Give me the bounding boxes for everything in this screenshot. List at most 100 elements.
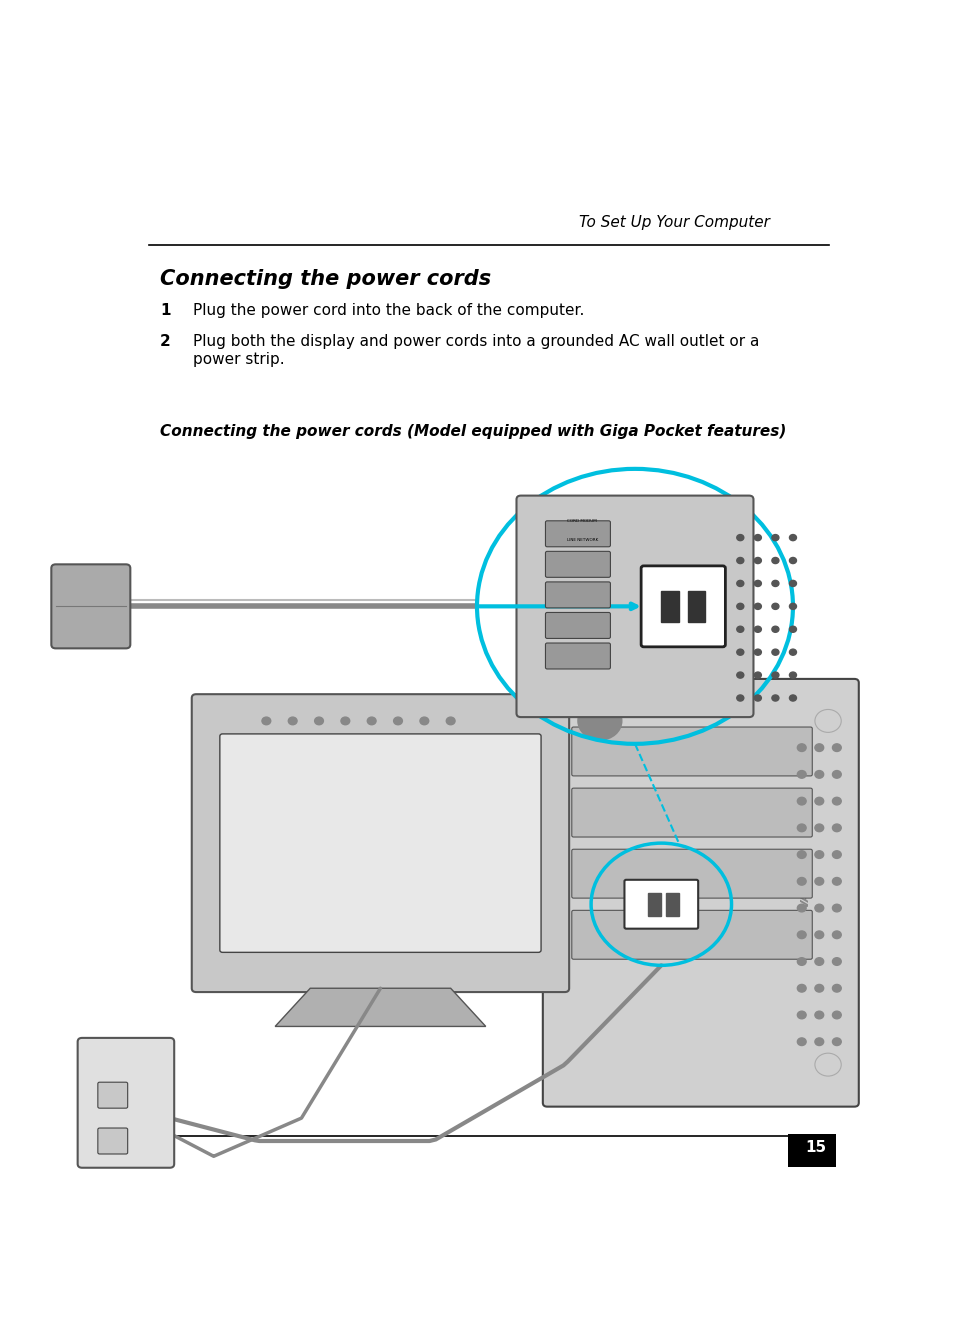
Circle shape	[814, 878, 822, 886]
Circle shape	[754, 673, 760, 678]
Bar	[660, 591, 679, 622]
FancyBboxPatch shape	[542, 679, 858, 1107]
FancyBboxPatch shape	[787, 1134, 836, 1167]
FancyBboxPatch shape	[98, 1128, 128, 1154]
Circle shape	[446, 717, 455, 725]
FancyBboxPatch shape	[545, 582, 610, 608]
Circle shape	[771, 580, 778, 587]
Circle shape	[814, 744, 822, 752]
Circle shape	[797, 770, 805, 779]
Circle shape	[789, 695, 796, 701]
FancyBboxPatch shape	[545, 612, 610, 638]
FancyBboxPatch shape	[545, 643, 610, 669]
Circle shape	[771, 603, 778, 610]
Text: Connecting the power cords (Model equipped with Giga Pocket features): Connecting the power cords (Model equipp…	[160, 423, 785, 440]
Circle shape	[578, 702, 621, 740]
Circle shape	[754, 626, 760, 632]
FancyBboxPatch shape	[545, 551, 610, 578]
Circle shape	[832, 744, 841, 752]
FancyBboxPatch shape	[219, 734, 540, 953]
Circle shape	[754, 649, 760, 655]
Circle shape	[832, 797, 841, 805]
Circle shape	[797, 905, 805, 913]
Circle shape	[736, 535, 743, 540]
Circle shape	[789, 535, 796, 540]
Circle shape	[814, 851, 822, 859]
Text: CORD MODUM: CORD MODUM	[567, 520, 597, 524]
Circle shape	[367, 717, 375, 725]
FancyBboxPatch shape	[571, 728, 811, 776]
Circle shape	[736, 626, 743, 632]
Circle shape	[832, 931, 841, 938]
Text: Connecting the power cords: Connecting the power cords	[160, 269, 491, 289]
Text: Plug both the display and power cords into a grounded AC wall outlet or a
power : Plug both the display and power cords in…	[193, 334, 759, 367]
Circle shape	[797, 985, 805, 992]
Circle shape	[832, 1012, 841, 1018]
Circle shape	[736, 673, 743, 678]
Circle shape	[797, 797, 805, 805]
Circle shape	[814, 797, 822, 805]
Circle shape	[797, 851, 805, 859]
Circle shape	[797, 958, 805, 965]
Circle shape	[288, 717, 296, 725]
Circle shape	[814, 931, 822, 938]
FancyBboxPatch shape	[51, 564, 131, 649]
Circle shape	[736, 557, 743, 564]
FancyBboxPatch shape	[98, 1083, 128, 1108]
Text: LINE NETWORK: LINE NETWORK	[566, 539, 598, 543]
Circle shape	[832, 770, 841, 779]
Text: 1: 1	[160, 303, 171, 318]
Circle shape	[754, 580, 760, 587]
Circle shape	[754, 535, 760, 540]
Circle shape	[832, 824, 841, 832]
Circle shape	[789, 603, 796, 610]
FancyBboxPatch shape	[571, 910, 811, 959]
Circle shape	[797, 824, 805, 832]
FancyBboxPatch shape	[571, 850, 811, 898]
Circle shape	[789, 580, 796, 587]
Circle shape	[832, 851, 841, 859]
Circle shape	[814, 770, 822, 779]
Circle shape	[797, 1012, 805, 1018]
Circle shape	[789, 557, 796, 564]
Circle shape	[771, 673, 778, 678]
Text: Plug the power cord into the back of the computer.: Plug the power cord into the back of the…	[193, 303, 584, 318]
FancyBboxPatch shape	[624, 880, 698, 929]
Circle shape	[771, 535, 778, 540]
Polygon shape	[274, 989, 485, 1026]
Circle shape	[789, 626, 796, 632]
Circle shape	[797, 878, 805, 886]
Circle shape	[771, 649, 778, 655]
Circle shape	[789, 649, 796, 655]
Circle shape	[814, 1038, 822, 1045]
Circle shape	[832, 878, 841, 886]
Circle shape	[789, 673, 796, 678]
Circle shape	[736, 580, 743, 587]
Circle shape	[771, 626, 778, 632]
Circle shape	[814, 1012, 822, 1018]
Circle shape	[419, 717, 428, 725]
Circle shape	[814, 958, 822, 965]
Text: 2: 2	[160, 334, 171, 350]
Circle shape	[754, 557, 760, 564]
Circle shape	[771, 557, 778, 564]
FancyBboxPatch shape	[192, 694, 569, 992]
Circle shape	[736, 649, 743, 655]
Circle shape	[832, 985, 841, 992]
Circle shape	[832, 958, 841, 965]
Circle shape	[832, 1038, 841, 1045]
Circle shape	[797, 744, 805, 752]
FancyBboxPatch shape	[640, 565, 724, 647]
Circle shape	[814, 824, 822, 832]
Bar	[665, 892, 679, 915]
Circle shape	[797, 1038, 805, 1045]
Circle shape	[314, 717, 323, 725]
Circle shape	[754, 695, 760, 701]
FancyBboxPatch shape	[571, 788, 811, 838]
Bar	[647, 892, 660, 915]
FancyBboxPatch shape	[545, 521, 610, 547]
FancyBboxPatch shape	[77, 1038, 174, 1167]
Circle shape	[832, 905, 841, 913]
Circle shape	[736, 603, 743, 610]
Circle shape	[754, 603, 760, 610]
